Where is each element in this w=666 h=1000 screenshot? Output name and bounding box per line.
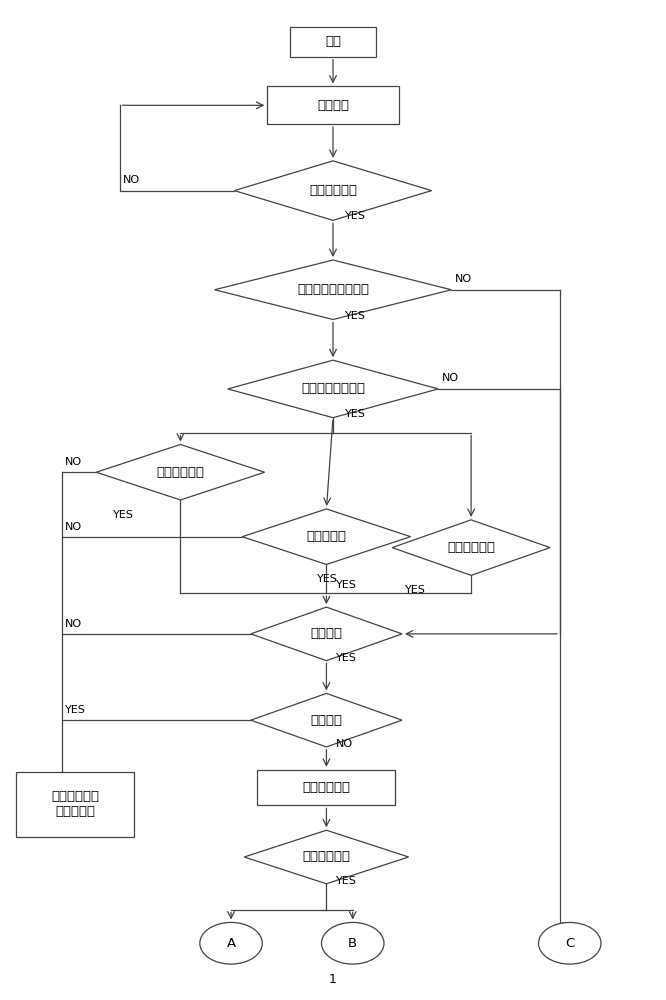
FancyBboxPatch shape [16, 772, 135, 837]
Ellipse shape [200, 922, 262, 964]
Text: 不具备绞车起
动运行条件: 不具备绞车起 动运行条件 [51, 790, 99, 818]
Text: 绞车司机: 绞车司机 [310, 627, 342, 640]
Text: 有程序设定卡号信息: 有程序设定卡号信息 [297, 283, 369, 296]
Text: NO: NO [65, 522, 82, 532]
Text: 有定位卡信息: 有定位卡信息 [309, 184, 357, 197]
Text: YES: YES [406, 585, 426, 595]
Text: 开始: 开始 [325, 35, 341, 48]
Text: NO: NO [123, 175, 141, 185]
Text: YES: YES [336, 580, 357, 590]
Text: 程序扫描: 程序扫描 [317, 99, 349, 112]
Text: YES: YES [113, 510, 134, 520]
Text: 允许起动绞车: 允许起动绞车 [302, 781, 350, 794]
Text: 三位一体是否有效: 三位一体是否有效 [301, 382, 365, 395]
Text: YES: YES [345, 211, 366, 221]
Polygon shape [234, 161, 432, 220]
Text: NO: NO [455, 274, 472, 284]
Ellipse shape [539, 922, 601, 964]
Text: YES: YES [345, 409, 366, 419]
Polygon shape [228, 360, 438, 418]
Text: 绞车司机确认: 绞车司机确认 [447, 541, 495, 554]
Text: 起动运行信号: 起动运行信号 [302, 850, 350, 863]
Polygon shape [251, 693, 402, 747]
Ellipse shape [322, 922, 384, 964]
Polygon shape [251, 607, 402, 661]
FancyBboxPatch shape [290, 27, 376, 57]
Text: YES: YES [336, 653, 357, 663]
Text: A: A [226, 937, 236, 950]
Text: C: C [565, 937, 574, 950]
Text: B: B [348, 937, 357, 950]
Text: 1: 1 [329, 973, 337, 986]
FancyBboxPatch shape [257, 770, 396, 805]
Polygon shape [97, 444, 264, 500]
Text: 急停信号: 急停信号 [310, 714, 342, 727]
Text: NO: NO [442, 373, 459, 383]
Text: NO: NO [65, 457, 82, 467]
FancyBboxPatch shape [267, 86, 399, 124]
Text: YES: YES [336, 876, 357, 886]
Text: NO: NO [65, 619, 82, 629]
Text: 当班班长确认: 当班班长确认 [157, 466, 204, 479]
Text: 安监员确认: 安监员确认 [306, 530, 346, 543]
Polygon shape [242, 509, 411, 564]
Polygon shape [214, 260, 452, 320]
Text: YES: YES [316, 574, 338, 584]
Polygon shape [392, 520, 550, 575]
Text: YES: YES [345, 311, 366, 321]
Text: NO: NO [336, 739, 354, 749]
Polygon shape [244, 830, 409, 884]
Text: YES: YES [65, 705, 85, 715]
